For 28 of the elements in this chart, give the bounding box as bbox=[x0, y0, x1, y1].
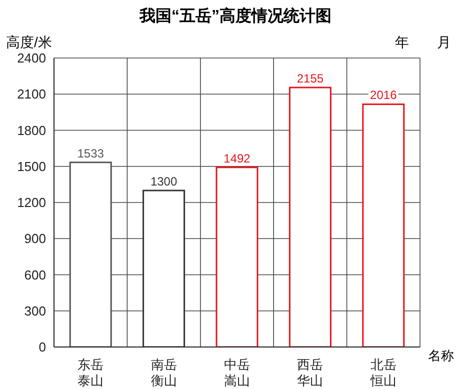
x-tick-label: 西岳华山 bbox=[297, 357, 324, 388]
y-tick-label: 900 bbox=[24, 231, 46, 246]
y-tick-label: 2400 bbox=[17, 50, 46, 66]
y-tick-label: 1200 bbox=[17, 195, 46, 210]
data-label: 2155 bbox=[296, 72, 324, 86]
y-tick-label: 600 bbox=[24, 267, 46, 282]
data-label: 1492 bbox=[224, 151, 251, 166]
y-axis-title: 高度/米 bbox=[6, 34, 52, 52]
x-axis-title: 名称 bbox=[428, 347, 454, 365]
bar bbox=[362, 103, 405, 347]
x-tick-label: 北岳恒山 bbox=[369, 357, 396, 388]
y-tick-label: 1800 bbox=[17, 122, 46, 138]
x-tick-label: 中岳嵩山 bbox=[224, 357, 250, 388]
chart-title: 我国“五岳”高度情况统计图 bbox=[138, 6, 332, 27]
y-tick-label: 0 bbox=[38, 340, 46, 355]
bar bbox=[288, 86, 332, 347]
x-tick-label: 东岳泰山 bbox=[78, 357, 104, 388]
y-tick-label: 1500 bbox=[17, 158, 46, 174]
y-tick-label: 300 bbox=[24, 303, 46, 318]
text: 年 月 bbox=[395, 34, 451, 52]
x-tick-label: 南岳衡山 bbox=[150, 357, 177, 388]
bar bbox=[216, 166, 258, 347]
bar bbox=[69, 162, 112, 347]
data-label: 1300 bbox=[150, 174, 178, 188]
data-label: 1533 bbox=[77, 146, 104, 160]
data-label: 2016 bbox=[370, 88, 398, 102]
y-tick-label: 2100 bbox=[17, 86, 46, 102]
bar bbox=[142, 190, 186, 347]
